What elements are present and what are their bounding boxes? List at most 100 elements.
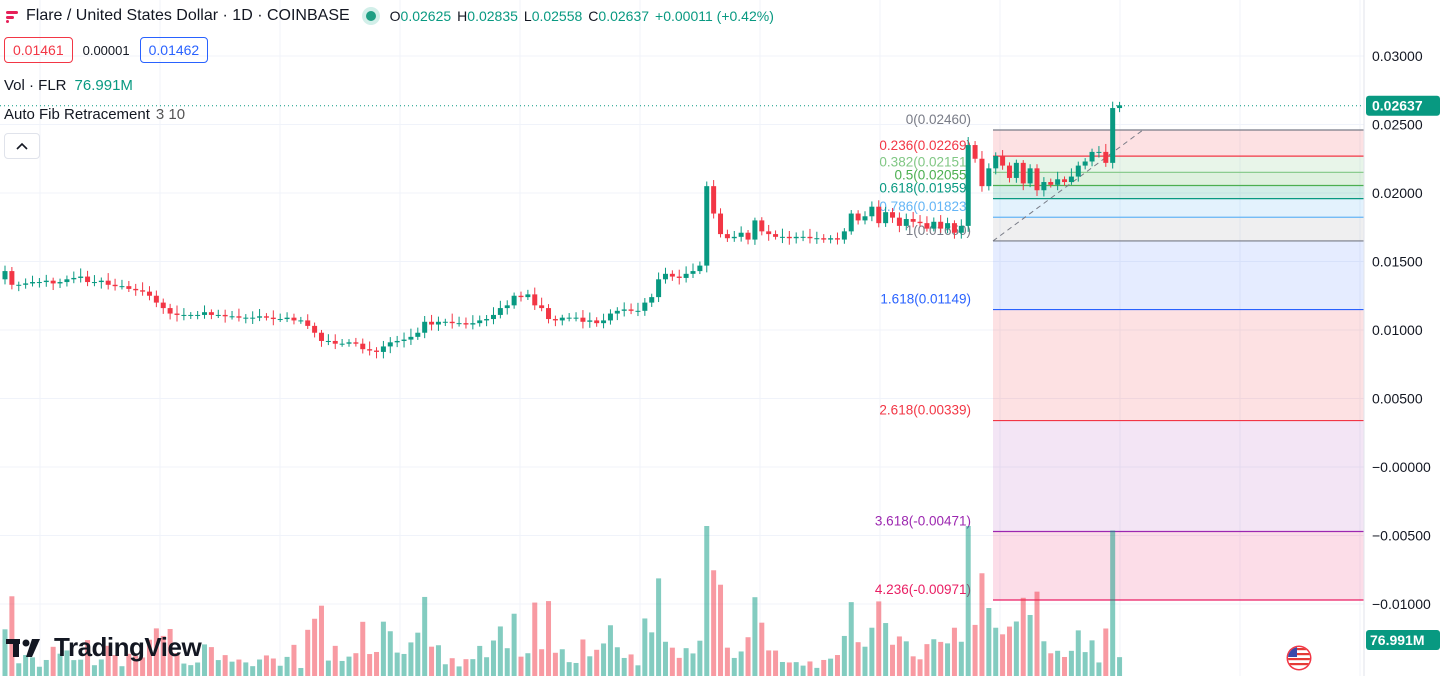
volume-bar <box>298 667 304 676</box>
candle-body <box>43 280 49 283</box>
volume-bar <box>146 639 152 676</box>
volume-bar <box>546 601 552 676</box>
candle-body <box>676 276 682 278</box>
candle-body <box>98 280 104 283</box>
volume-bar <box>490 640 496 676</box>
indicator-legend[interactable]: Auto Fib Retracement 3 10 <box>4 106 185 123</box>
candle-body <box>573 317 579 319</box>
candle-body <box>1096 151 1102 153</box>
indicator-name: Auto Fib Retracement <box>4 106 150 123</box>
candle-body <box>972 145 978 159</box>
tradingview-logo[interactable]: TradingView <box>6 632 202 663</box>
volume-bar <box>511 613 517 676</box>
candle-body <box>422 321 428 333</box>
volume-bar <box>1006 626 1012 676</box>
candle-body <box>477 320 483 324</box>
volume-bar <box>903 641 909 676</box>
volume-bar <box>738 651 744 676</box>
volume-bar <box>958 641 964 676</box>
volume-bar <box>477 645 483 676</box>
ohlc-change: +0.00011 (+0.42%) <box>655 8 774 24</box>
volume-bar <box>36 666 42 676</box>
volume-legend[interactable]: Vol · FLR 76.991M <box>4 77 133 94</box>
fib-zone <box>993 217 1364 241</box>
us-flag-icon[interactable] <box>1286 645 1312 671</box>
sell-price-button[interactable]: 0.01461 <box>4 37 73 63</box>
volume-bar <box>800 665 806 676</box>
buy-price-button[interactable]: 0.01462 <box>139 37 209 63</box>
volume-bar <box>896 636 902 676</box>
volume-bar <box>208 647 214 676</box>
fib-level-label: 0.236(0.02269) <box>879 138 971 153</box>
candle-body <box>862 216 868 221</box>
volume-bar <box>1082 652 1088 676</box>
volume-bar <box>945 643 951 676</box>
candle-body <box>119 286 125 288</box>
candle-body <box>876 206 882 224</box>
volume-bar <box>965 526 971 676</box>
volume-bar <box>429 646 435 676</box>
volume-bar <box>821 659 827 676</box>
candle-body <box>463 323 469 325</box>
candle-body <box>277 319 283 321</box>
candle-body <box>656 279 662 298</box>
candle-body <box>208 312 214 315</box>
volume-bar <box>332 645 338 676</box>
last-price-label: 0.02637 <box>1372 98 1423 114</box>
volume-bar <box>993 627 999 676</box>
candle-body <box>30 282 36 284</box>
volume-bar <box>360 621 366 676</box>
volume-bar <box>848 602 854 676</box>
volume-bar <box>972 624 978 676</box>
volume-bar <box>711 570 717 676</box>
volume-bar <box>442 664 448 676</box>
candle-body <box>470 323 476 325</box>
candle-body <box>367 349 373 351</box>
volume-bar <box>786 662 792 676</box>
symbol-header: Flare / United States Dollar · 1D · COIN… <box>4 4 780 28</box>
volume-bar <box>662 641 668 676</box>
volume-bar <box>566 662 572 676</box>
volume-bar <box>463 659 469 676</box>
candle-body <box>305 320 311 326</box>
fib-trend-line <box>992 129 1144 242</box>
volume-bar <box>1013 621 1019 676</box>
volume-bar <box>250 666 256 676</box>
volume-bar <box>188 665 194 676</box>
candle-body <box>257 316 263 318</box>
fib-level-label: 0.382(0.02151) <box>879 154 971 169</box>
volume-bar <box>435 645 441 676</box>
candle-body <box>16 284 22 286</box>
price-tick-label: −0.00000 <box>1372 459 1431 475</box>
candle-body <box>834 238 840 240</box>
volume-bar <box>50 646 56 676</box>
candle-body <box>587 320 593 322</box>
volume-bar <box>552 652 558 676</box>
ohlc-high: H0.02835 <box>457 8 518 24</box>
volume-legend-label: Vol · FLR <box>4 77 67 94</box>
volume-bars <box>2 526 1123 676</box>
collapse-legend-button[interactable] <box>4 133 40 159</box>
candle-body <box>683 273 689 278</box>
spread-value: 0.00001 <box>82 42 130 58</box>
volume-bar <box>718 584 724 676</box>
candle-body <box>621 309 627 311</box>
fib-level-label: 1.618(0.01149) <box>880 292 971 307</box>
candle-body <box>628 309 634 311</box>
candle-body <box>435 321 441 325</box>
volume-bar <box>883 623 889 676</box>
symbol-title[interactable]: Flare / United States Dollar · 1D · COIN… <box>26 7 350 24</box>
volume-bar <box>119 666 125 676</box>
candle-body <box>188 314 194 316</box>
bid-ask-row: 0.01461 0.00001 0.01462 <box>4 36 209 64</box>
volume-bar <box>202 644 208 676</box>
volume-bar <box>841 635 847 676</box>
candle-body <box>532 294 538 306</box>
volume-badge <box>1366 630 1440 650</box>
candle-body <box>539 305 545 309</box>
volume-bar <box>917 659 923 676</box>
volume-bar <box>263 655 269 676</box>
candle-body <box>1117 105 1123 109</box>
candle-body <box>243 317 249 319</box>
